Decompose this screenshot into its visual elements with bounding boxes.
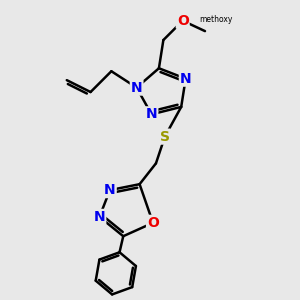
Text: O: O xyxy=(177,14,189,28)
Text: N: N xyxy=(131,81,142,94)
Text: methoxy: methoxy xyxy=(199,15,232,24)
Text: N: N xyxy=(146,107,157,121)
Text: N: N xyxy=(104,183,116,197)
Text: N: N xyxy=(180,72,191,86)
Text: S: S xyxy=(160,130,170,144)
Text: O: O xyxy=(147,216,159,230)
Text: N: N xyxy=(94,210,105,224)
